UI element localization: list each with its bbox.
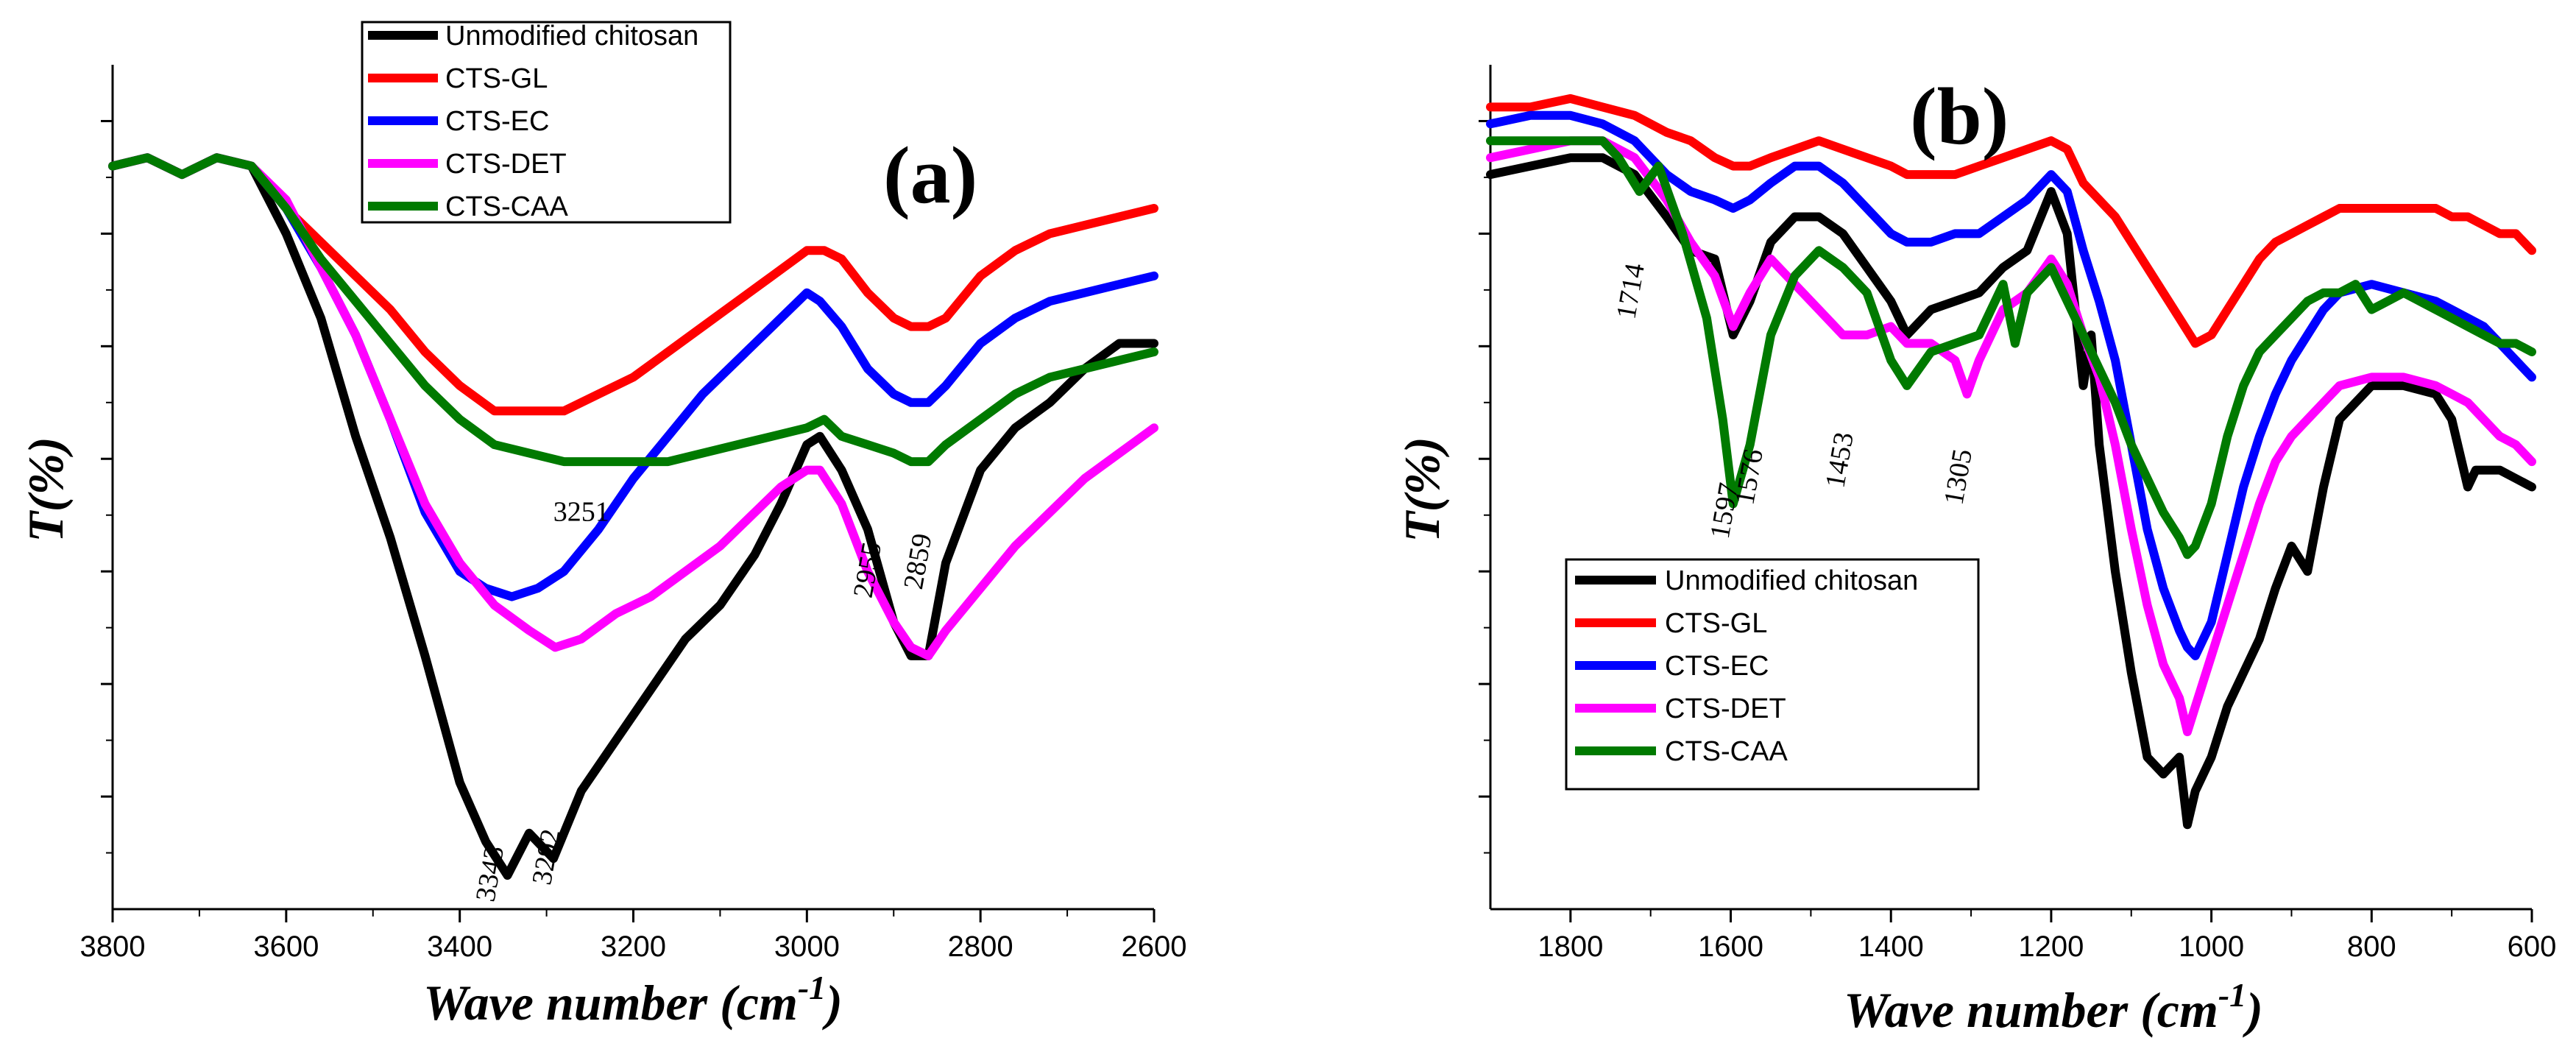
peak-annotation: 3343: [470, 844, 511, 904]
x-tick-label: 3200: [601, 930, 666, 963]
x-tick-label: 1600: [1698, 930, 1763, 963]
legend-label-det: CTS-DET: [1665, 693, 1786, 724]
panel-a-x-ticks: 3800 3600 3400 3200 3000 2800 2600: [80, 909, 1187, 963]
panel-a-legend-entries: Unmodified chitosan CTS-GL CTS-EC CTS-DET CT…: [368, 21, 698, 222]
legend-label-unmodified: Unmodified chitosan: [1665, 565, 1918, 596]
x-tick-label: 1400: [1858, 930, 1924, 963]
x-tick-label: 3800: [80, 930, 146, 963]
panel-b-y-ticks: [1479, 119, 1490, 854]
panel-b-label: (b): [1910, 71, 2009, 161]
series-line-unmodified: [108, 153, 1158, 880]
x-tick-label: 600: [2508, 930, 2557, 963]
x-tick-label: 800: [2347, 930, 2396, 963]
legend-label-ec: CTS-EC: [445, 106, 549, 137]
panel-b-legend: Unmodified chitosan CTS-GL CTS-EC CTS-DET CT…: [1565, 558, 1980, 791]
peak-annotation: 1453: [1819, 430, 1860, 490]
peak-annotation: 1714: [1610, 261, 1651, 322]
legend-label-gl: CTS-GL: [445, 63, 548, 94]
x-tick-label: 2600: [1122, 930, 1187, 963]
legend-label-gl: CTS-GL: [1665, 608, 1767, 639]
panel-b-y-axis-title: T(%): [1394, 437, 1450, 542]
panel-a-x-axis-title: Wave number (cm-1): [423, 969, 843, 1031]
peak-annotation: 2859: [898, 532, 938, 592]
panel-a-y-ticks: [101, 119, 113, 854]
panel-b-x-axis-title: Wave number (cm-1): [1844, 976, 2263, 1038]
panel-b-series: [1486, 93, 2536, 830]
series-line-caa: [1486, 136, 2536, 559]
panel-a-y-axis-title: T(%): [18, 437, 74, 542]
x-tick-label: 1000: [2179, 930, 2244, 963]
x-tick-label: 3000: [774, 930, 840, 963]
panel-a-label: (a): [883, 130, 977, 220]
panel-b-legend-entries: Unmodified chitosan CTS-GL CTS-EC CTS-DET CT…: [1575, 565, 1918, 767]
panel-a-series: [108, 153, 1158, 880]
series-line-caa: [108, 153, 1158, 467]
legend-label-unmodified: Unmodified chitosan: [445, 21, 698, 52]
panel-a: 3800 3600 3400 3200 3000 2800 2600 3343 3292325…: [18, 21, 1186, 1031]
peak-annotation: 3251: [553, 496, 609, 527]
legend-label-det: CTS-DET: [445, 149, 567, 180]
panel-b-x-ticks: 1800 1600 1400 1200 1000 800 600: [1538, 909, 2556, 963]
peak-annotation: 1576: [1729, 447, 1769, 507]
peak-annotation: 1305: [1939, 447, 1979, 507]
x-tick-label: 1200: [2018, 930, 2084, 963]
x-tick-label: 3600: [253, 930, 319, 963]
legend-label-ec: CTS-EC: [1665, 651, 1769, 682]
series-line-gl: [1486, 93, 2536, 348]
legend-label-caa: CTS-CAA: [445, 191, 568, 222]
x-tick-label: 1800: [1538, 930, 1603, 963]
x-tick-label: 2800: [948, 930, 1013, 963]
x-tick-label: 3400: [427, 930, 492, 963]
legend-label-caa: CTS-CAA: [1665, 736, 1788, 767]
panel-a-legend: Unmodified chitosan CTS-GL CTS-EC CTS-DET CT…: [361, 21, 732, 224]
